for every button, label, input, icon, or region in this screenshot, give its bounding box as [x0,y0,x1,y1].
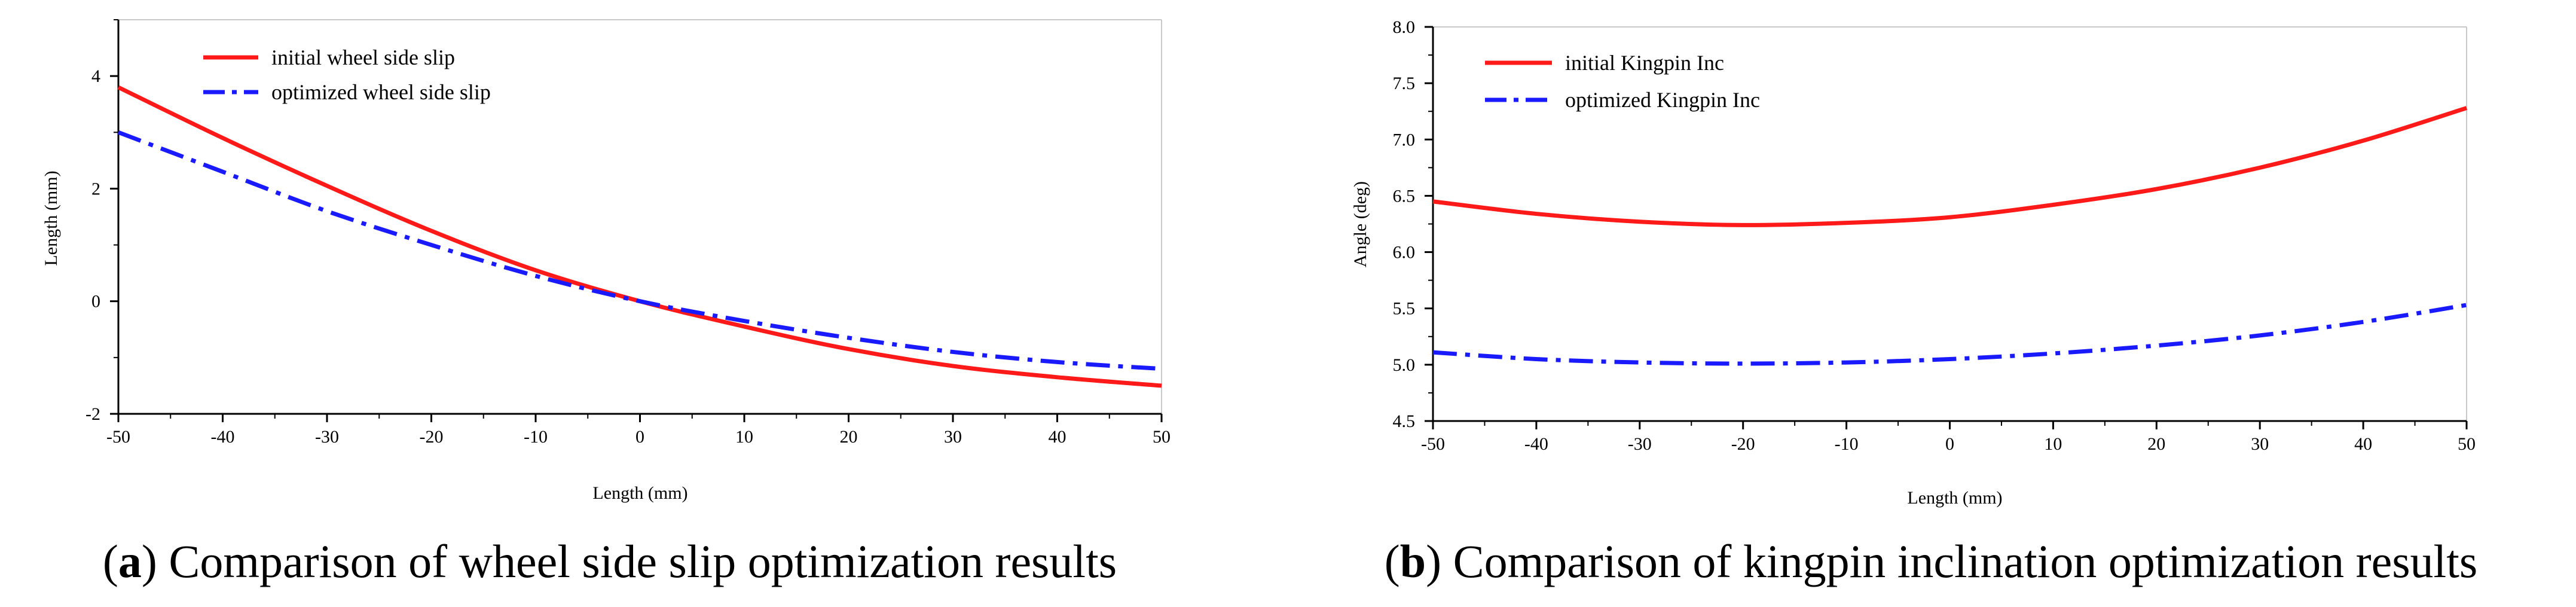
panel-b-caption-text: Comparison of kingpin inclination optimi… [1453,535,2478,587]
series-line-initial [1432,106,2468,227]
legend-label-optimized: optimized Kingpin Inc [1565,88,1760,112]
y-tick-label: 6.5 [1393,186,1416,206]
panel-b: -50 -40 -30 -20 -10 0 10 20 30 40 50 4.5 5.0 5.5 6.0 6.… [1350,17,2477,587]
series-line-optimized [117,130,1162,371]
x-tick-label: 10 [735,427,753,447]
y-tick-label: 5.0 [1393,355,1416,375]
panel-b-plot-area: -50 -40 -30 -20 -10 0 10 20 30 40 50 4.5 5.0 5.5 6.0 6.… [1393,17,2476,454]
x-tick-label: -40 [211,427,235,447]
y-tick-label: 7.5 [1393,74,1416,93]
x-tick-label: 50 [2458,434,2476,454]
y-tick-label: 4.5 [1393,411,1416,431]
y-tick-label: 5.5 [1393,299,1416,319]
legend-label-optimized: optimized wheel side slip [271,80,491,104]
x-tick-label: 20 [840,427,858,447]
panel-a-caption-letter: a [118,535,142,587]
panel-a-x-axis-title: Length (mm) [592,483,687,503]
x-tick-label: -10 [1835,434,1859,454]
y-tick-label: 6.0 [1393,243,1416,263]
x-tick-label: 20 [2147,434,2165,454]
x-tick-label: -20 [420,427,444,447]
y-tick-label: 7.0 [1393,130,1416,150]
x-tick-label: 0 [1945,434,1954,454]
x-tick-label: -30 [315,427,339,447]
panel-a-caption-text: Comparison of wheel side slip optimizati… [169,535,1117,587]
y-tick-label: -2 [85,404,100,424]
x-tick-label: -50 [106,427,130,447]
x-tick-label: 0 [635,427,644,447]
panel-b-y-axis-title: Angle (deg) [1350,181,1370,267]
x-tick-label: 50 [1153,427,1171,447]
x-tick-label: -30 [1628,434,1652,454]
panel-b-x-axis-title: Length (mm) [1907,488,2002,508]
x-tick-label: 30 [2251,434,2269,454]
y-tick-label: 4 [91,66,100,86]
panel-b-caption-letter: b [1400,535,1426,587]
series-line-initial [117,85,1162,388]
x-tick-label: -10 [524,427,548,447]
panel-a-marks: initial wheel side slip optimized wheel s… [117,45,1162,388]
y-tick-label: 2 [91,179,100,199]
legend-label-initial: initial Kingpin Inc [1565,51,1724,75]
panel-a-caption: (a) Comparison of wheel side slip optimi… [103,535,1117,587]
x-tick-label: 40 [1049,427,1067,447]
x-tick-label: -50 [1421,434,1445,454]
x-tick-label: -20 [1731,434,1755,454]
legend-label-initial: initial wheel side slip [271,45,455,69]
x-tick-label: 40 [2354,434,2372,454]
y-tick-label: 8.0 [1393,17,1416,37]
series-line-optimized [1432,303,2467,366]
y-tick-label: 0 [91,292,100,312]
x-tick-label: 30 [944,427,962,447]
panel-b-caption: (b) Comparison of kingpin inclination op… [1385,535,2478,587]
panel-a-y-axis-title: Length (mm) [41,170,61,266]
x-tick-label: -40 [1524,434,1548,454]
x-tick-label: 10 [2044,434,2062,454]
panel-b-marks: initial Kingpin Inc optimized Kingpin Inc [1432,51,2468,366]
